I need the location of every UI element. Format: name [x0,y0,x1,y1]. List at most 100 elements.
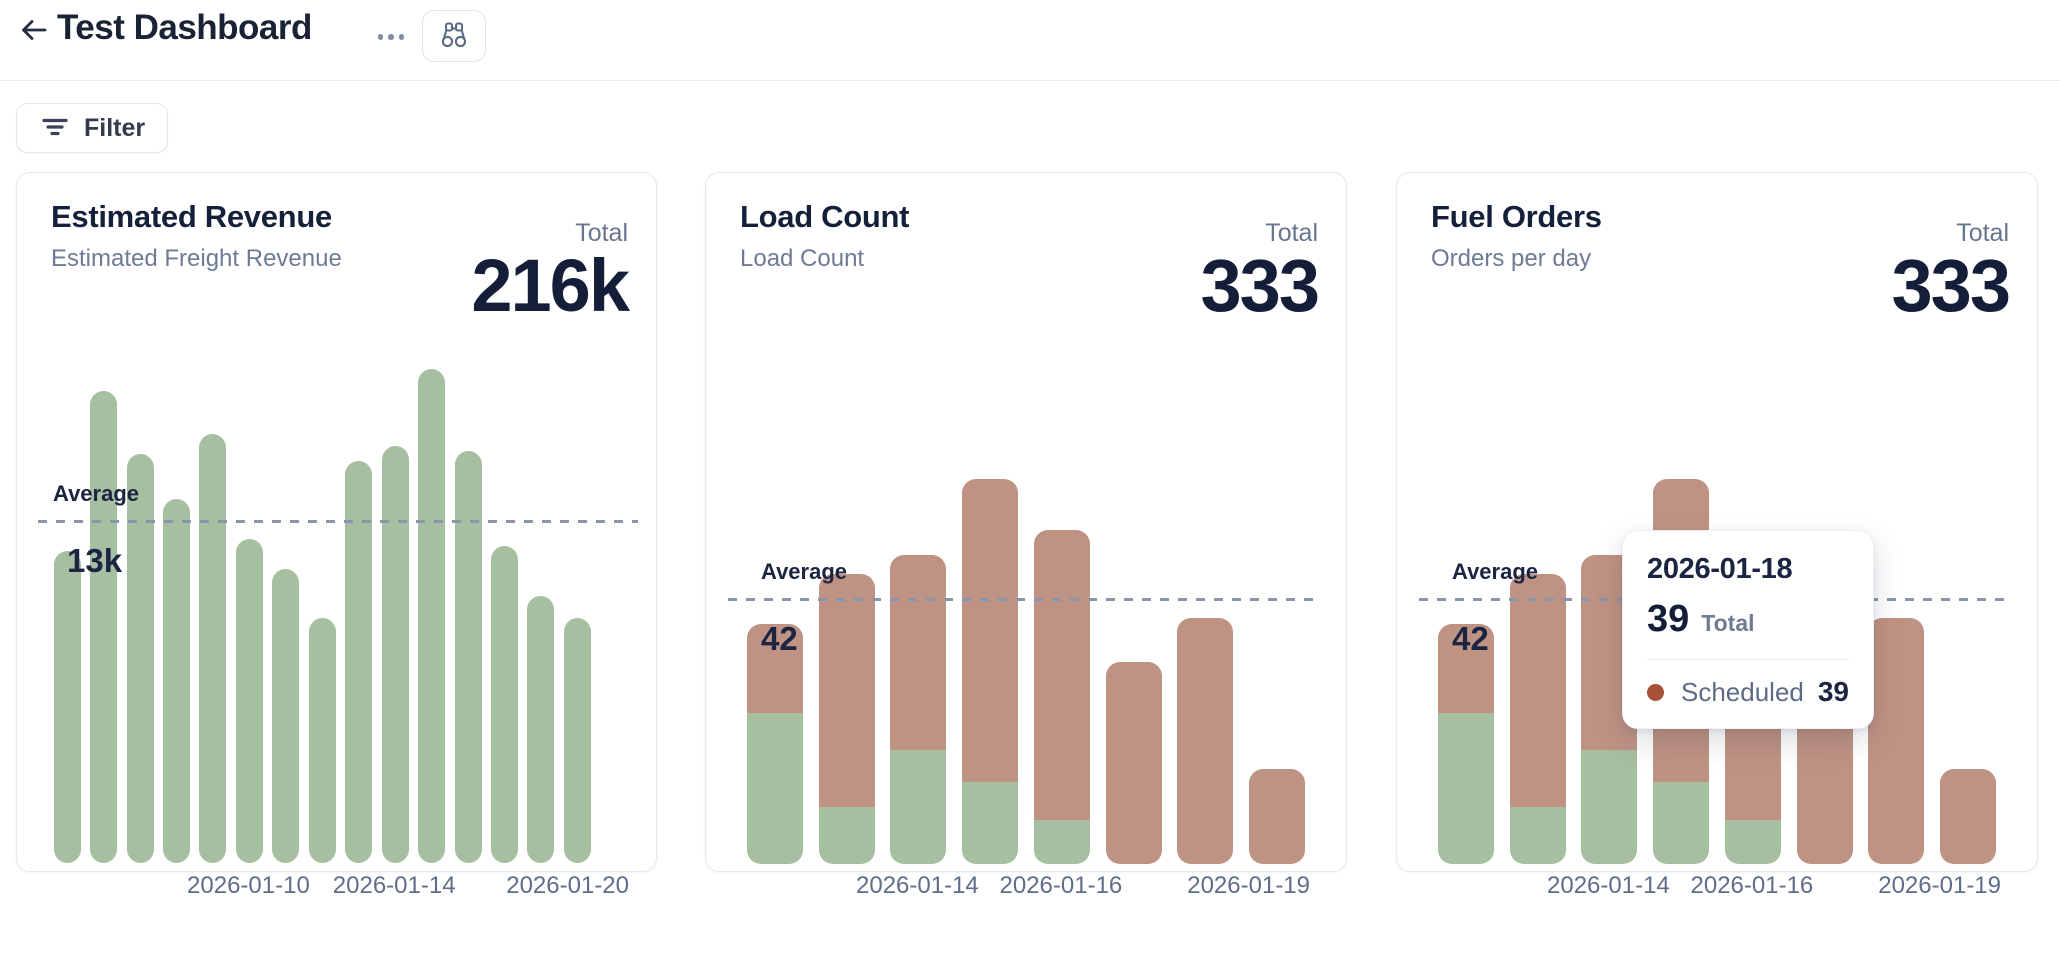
bar-segment-secondary [1033,820,1090,864]
tooltip-series-value: 39 [1817,676,1849,707]
bar-segment-scheduled [1177,618,1234,864]
arrow-left-icon [19,19,49,48]
bar-segment-secondary [746,713,803,864]
bar[interactable] [1033,530,1090,864]
x-axis-tick-label: 2026-01-14 [855,872,979,899]
card-title: Load Count [740,199,910,234]
total-value: 333 [1891,244,2011,327]
bar[interactable] [1249,769,1306,864]
bar-segment-secondary [962,782,1019,864]
bar[interactable] [1509,574,1566,864]
card-title: Estimated Revenue [51,199,332,234]
bar-segment-secondary [1724,820,1781,864]
bar-segment-secondary [1653,782,1710,864]
bar[interactable] [308,618,336,863]
tooltip-divider [1647,659,1849,660]
bar[interactable] [490,546,518,863]
bar[interactable] [272,569,300,863]
average-value: 42 [761,620,798,657]
dashboard-menu-button[interactable] [371,24,411,50]
average-label: Average [761,559,848,584]
total-label: Total [1956,219,2009,247]
bar[interactable] [126,454,154,863]
average-value: 42 [1452,620,1489,657]
bar-segment-scheduled [1105,662,1162,864]
bar[interactable] [53,551,81,863]
average-line [728,598,1319,601]
bar-segment-scheduled [1437,624,1494,713]
tooltip-total-row: 39 Total [1647,598,1849,641]
bar[interactable] [527,596,555,863]
series-dot-icon [1647,683,1664,701]
bar[interactable] [1940,769,1997,864]
bar-segment-secondary [1509,807,1566,864]
bar[interactable] [381,446,409,863]
bar[interactable] [890,555,947,864]
card-title: Fuel Orders [1431,199,1602,234]
bar[interactable] [199,434,227,863]
bar[interactable] [1105,662,1162,864]
x-axis-tick-label: 2026-01-16 [1690,872,1814,899]
x-axis-tick-label: 2026-01-16 [999,872,1123,899]
bar-chart-plot: Average 13k [17,343,656,863]
chart-card: Fuel Orders Orders per day Total 333 Ave… [1396,172,2038,872]
bar[interactable] [90,391,118,863]
bar-segment-scheduled [962,479,1019,782]
card-subtitle: Estimated Freight Revenue [51,245,342,272]
total-value: 216k [471,244,630,327]
x-axis-tick-label: 2026-01-14 [332,872,456,899]
bar[interactable] [818,574,875,864]
header: Test Dashboard [0,0,2060,81]
binoculars-icon [438,19,470,54]
bar[interactable] [962,479,1019,864]
card-fuel-orders: Fuel Orders Orders per day Total 333 Ave… [1396,172,2038,904]
tooltip-series-name: Scheduled [1681,676,1804,707]
explore-button[interactable] [422,10,486,62]
filter-button[interactable]: Filter [16,103,168,153]
filter-button-label: Filter [84,113,146,142]
x-axis-tick-label: 2026-01-20 [506,872,629,899]
bar-segment-scheduled [1033,530,1090,820]
bar-segment-scheduled [1868,618,1925,864]
bar[interactable] [1177,618,1234,864]
tooltip-series-row: Scheduled 39 [1647,676,1849,708]
chart-tooltip: 2026-01-18 39 Total Scheduled 39 [1622,530,1874,729]
bar-segment-secondary [890,750,947,864]
bar[interactable] [563,618,591,863]
tooltip-total-value: 39 [1647,598,1690,640]
bar-segment-secondary [1581,750,1638,864]
bar[interactable] [746,624,803,864]
header-divider [0,80,2060,81]
bar[interactable] [1868,618,1925,864]
bar[interactable] [163,499,191,863]
bar-segment-scheduled [890,555,947,750]
card-estimated-revenue: Estimated Revenue Estimated Freight Reve… [16,172,657,904]
card-subtitle: Load Count [740,245,865,272]
bar-chart-plot: Average 42 [706,464,1346,864]
average-line [38,520,638,523]
x-axis-tick-label: 2026-01-14 [1546,872,1670,899]
bar-segment-scheduled [746,624,803,713]
filter-lines-icon [41,115,69,142]
x-axis-tick-label: 2026-01-10 [187,872,310,899]
x-axis-labels: 2026-01-14 2026-01-16 2026-01-19 [1396,872,2036,904]
bar[interactable] [345,461,373,863]
bar-segment-scheduled [1249,769,1306,864]
tooltip-total-label: Total [1701,610,1755,636]
total-value: 333 [1200,244,1320,327]
x-axis-labels: 2026-01-10 2026-01-14 2026-01-20 [16,872,655,904]
bar-segment-scheduled [1940,769,1997,864]
bar[interactable] [418,369,446,863]
x-axis-tick-label: 2026-01-19 [1878,872,2001,899]
back-button[interactable] [16,13,52,49]
total-label: Total [575,219,628,247]
bar-segment-scheduled [1509,574,1566,807]
card-load-count: Load Count Load Count Total 333 Average 4… [705,172,1347,902]
tooltip-date: 2026-01-18 [1647,553,1793,585]
chart-card: Estimated Revenue Estimated Freight Reve… [16,172,657,872]
bar[interactable] [454,451,482,863]
bar[interactable] [1437,624,1494,864]
bar-segment-secondary [1437,713,1494,864]
bar[interactable] [235,539,263,863]
